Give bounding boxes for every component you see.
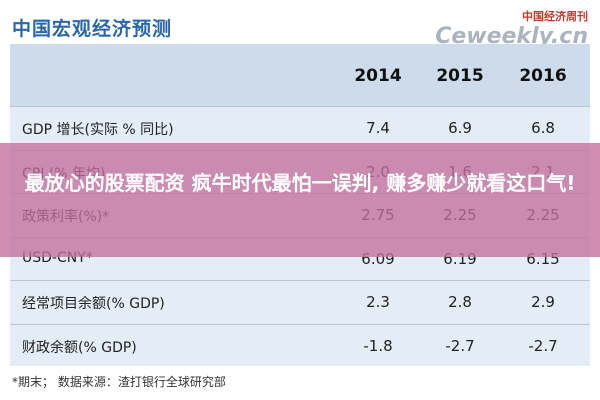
row-label: 财政余额(% GDP): [22, 339, 137, 356]
table-cell: 6.8: [531, 119, 555, 137]
banner-text[interactable]: 最放心的股票配资 疯牛时代最怕一误判, 赚多赚少就看这口气!: [24, 171, 576, 195]
table-row: 财政余额(% GDP) -1.8 -2.7 -2.7: [10, 323, 590, 369]
column-header: 2014: [354, 66, 402, 86]
table-cell: 7.4: [366, 119, 390, 137]
table-header: 2014 2015 2016: [10, 44, 590, 106]
table-cell: 2.9: [531, 293, 555, 311]
column-header: 2016: [519, 66, 567, 86]
table-cell: 6.9: [448, 119, 472, 137]
table-row: GDP 增长(实际 % 同比) 7.4 6.9 6.8: [10, 106, 590, 151]
footnote: *期末； 数据来源：渣打银行全球研究部: [12, 375, 226, 389]
row-label: GDP 增长(实际 % 同比): [22, 122, 174, 138]
table-cell: -2.7: [528, 336, 558, 355]
table-cell: -2.7: [445, 336, 475, 355]
column-header: 2015: [436, 66, 484, 86]
table-cell: 2.8: [448, 293, 472, 311]
table-cell: 2.3: [366, 293, 390, 311]
watermark: 中国经济周刊 Ceweekly.cn: [435, 8, 588, 49]
row-label: 经常项目余额(% GDP): [22, 296, 165, 312]
table-cell: -1.8: [363, 336, 393, 355]
title: 中国宏观经济预测: [12, 18, 173, 40]
table-row: 经常项目余额(% GDP) 2.3 2.8 2.9: [10, 280, 590, 325]
banner[interactable]: 最放心的股票配资 疯牛时代最怕一误判, 赚多赚少就看这口气!: [0, 143, 600, 257]
watermark-top: 中国经济周刊: [522, 10, 588, 23]
